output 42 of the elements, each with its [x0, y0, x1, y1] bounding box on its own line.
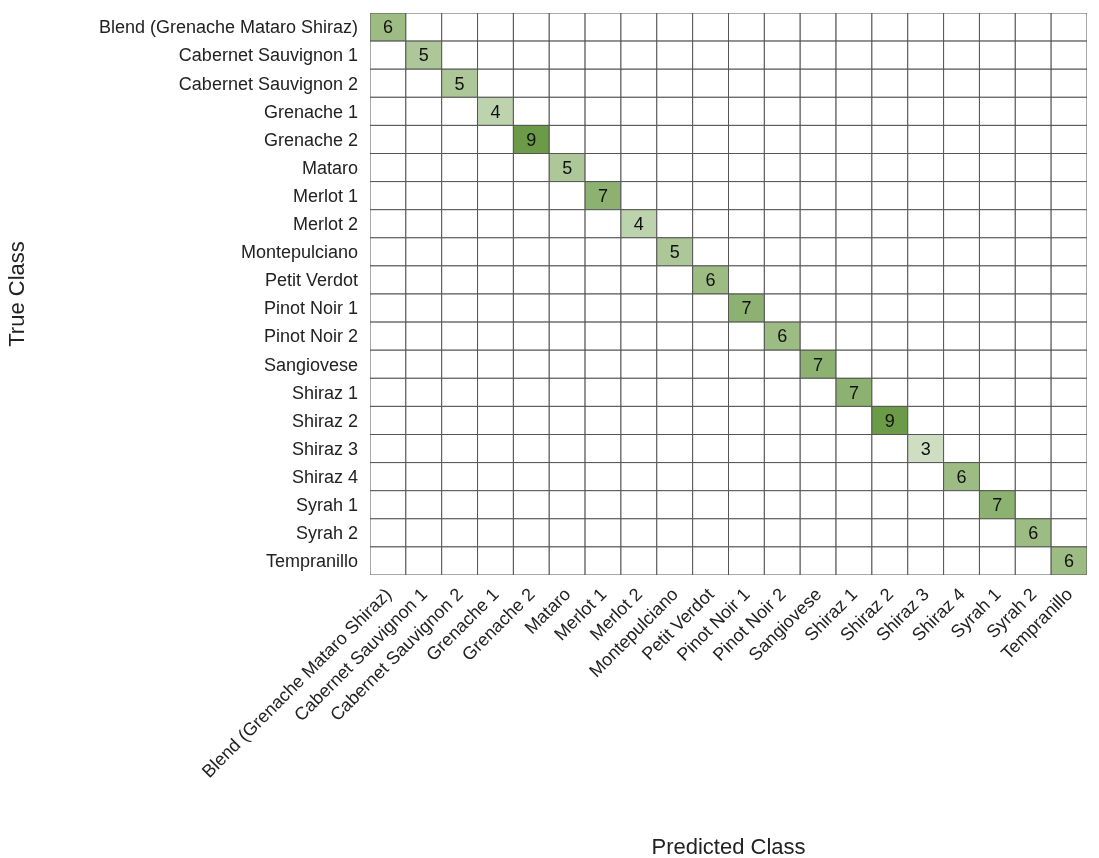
- data-label: 6: [1028, 523, 1039, 544]
- data-label: 7: [741, 298, 752, 319]
- data-label: 6: [382, 17, 393, 38]
- data-label: 7: [848, 382, 859, 403]
- y-tick-label: Shiraz 3: [291, 438, 358, 459]
- data-label: 6: [705, 270, 716, 291]
- y-tick-label: Blend (Grenache Mataro Shiraz): [98, 17, 358, 38]
- y-tick-label: Petit Verdot: [264, 270, 358, 291]
- y-tick-label: Syrah 2: [295, 523, 358, 544]
- y-tick-label: Cabernet Sauvignon 2: [178, 73, 358, 94]
- y-tick-label: Shiraz 2: [291, 410, 358, 431]
- y-tick-label: Tempranillo: [265, 551, 358, 572]
- data-label: 5: [669, 242, 680, 263]
- y-tick-label: Grenache 1: [263, 101, 358, 122]
- y-axis-title: True Class: [3, 241, 29, 347]
- y-tick-label: Mataro: [301, 157, 358, 178]
- y-tick-label: Syrah 1: [295, 495, 358, 516]
- y-tick-label: Grenache 2: [263, 129, 358, 150]
- data-label: 9: [884, 410, 895, 431]
- y-tick-label: Merlot 2: [292, 214, 358, 235]
- y-tick-label: Sangiovese: [263, 354, 358, 375]
- x-axis-title: Predicted Class: [651, 834, 806, 858]
- y-tick-label: Montepulciano: [240, 242, 358, 263]
- y-tick-label: Merlot 1: [292, 185, 358, 206]
- y-tick-label: Shiraz 1: [291, 382, 358, 403]
- data-label: 4: [633, 214, 644, 235]
- data-label: 5: [562, 157, 573, 178]
- data-label: 4: [490, 101, 501, 122]
- data-label: 7: [992, 495, 1003, 516]
- y-tick-label: Pinot Noir 2: [263, 326, 358, 347]
- data-label: 3: [920, 438, 931, 459]
- y-tick-label: Pinot Noir 1: [263, 298, 358, 319]
- data-label: 6: [1064, 551, 1075, 572]
- data-label: 6: [777, 326, 788, 347]
- data-label: 9: [526, 129, 537, 150]
- data-label: 5: [454, 73, 465, 94]
- data-label: 7: [813, 354, 824, 375]
- data-label: 7: [598, 185, 609, 206]
- data-label: 6: [956, 466, 967, 487]
- y-tick-label: Shiraz 4: [291, 466, 358, 487]
- data-label: 5: [418, 45, 429, 66]
- y-tick-label: Cabernet Sauvignon 1: [178, 45, 358, 66]
